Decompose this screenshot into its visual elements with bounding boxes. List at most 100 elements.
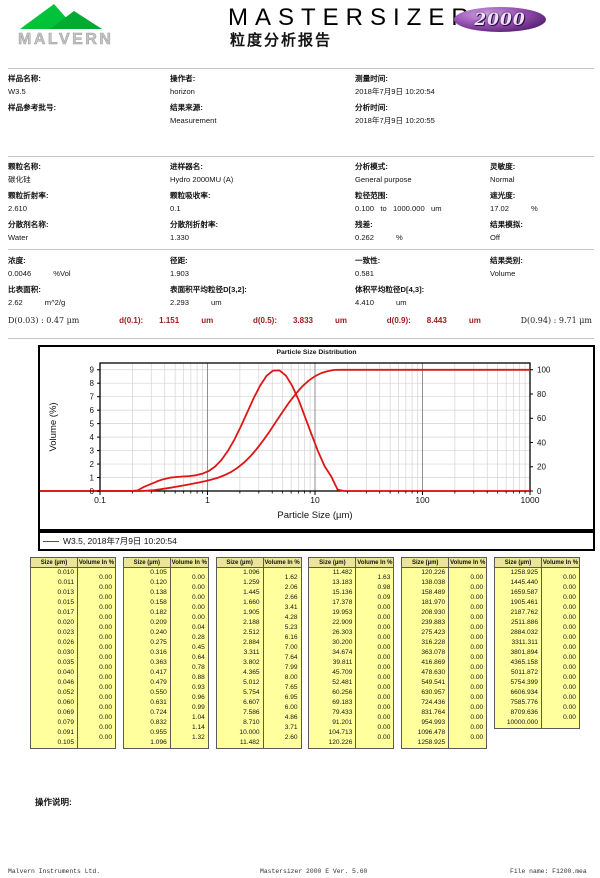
table-header-row: Size (µm) Volume In % xyxy=(309,558,394,568)
axis-tick-label: 4 xyxy=(90,433,95,442)
volume-cell: 0.00 xyxy=(563,634,576,641)
field-cell: 粒径范围: 0.100 to 1000.000 um xyxy=(355,191,490,213)
size-cell: 275.423 xyxy=(421,629,446,636)
size-column-header: Size (µm) xyxy=(217,558,264,567)
volume-cell: 0.04 xyxy=(191,624,205,631)
volume-cell: 0.00 xyxy=(99,684,112,691)
field-value: Off xyxy=(490,233,500,242)
size-table: Size (µm) Volume In % 0.010 0.011 0.013 0.015… xyxy=(30,557,116,749)
field-label: 分析时间: xyxy=(355,103,388,112)
size-cell: 138.038 xyxy=(421,579,446,586)
field-label: 结果模拟: xyxy=(490,220,523,229)
axis-tick-label: 0.1 xyxy=(94,495,106,505)
volume-cell: 0.00 xyxy=(470,734,484,741)
size-column: 1258.925 1445.440 1659.587 1905.461 2187.762… xyxy=(495,568,542,728)
size-cell: 239.883 xyxy=(421,619,446,626)
size-cell: 3.802 xyxy=(243,659,260,666)
d-value: 3.833 xyxy=(292,316,314,325)
size-table: Size (µm) Volume In % 0.105 0.120 0.138 0.158… xyxy=(122,557,209,749)
size-cell: 10000.000 xyxy=(506,719,538,726)
divider xyxy=(8,338,594,339)
field-cell: 样品名称: W3.5 xyxy=(8,74,170,96)
chart-legend: W3.5, 2018年7月9日 10:20:54 xyxy=(38,531,595,551)
volume-cell: 0.00 xyxy=(377,724,391,731)
field-row: 样品参考批号: 结果来源: Measurement 分析时间: 2018年7月9日 1… xyxy=(8,103,594,125)
malvern-logo-icon: MALVERN xyxy=(18,4,111,48)
size-cell: 2187.762 xyxy=(510,609,538,616)
size-cell: 34.674 xyxy=(332,649,353,656)
field-cell: 测量时间: 2018年7月9日 10:20:54 xyxy=(355,74,490,96)
field-unit: um xyxy=(396,298,407,307)
footer-line: Mastersizer 2000 E Ver. 5.60 xyxy=(260,867,368,875)
volume-cell: 2.06 xyxy=(284,584,298,591)
size-tables-section: Size (µm) Volume In % 0.010 0.011 0.013 0.015… xyxy=(30,557,580,749)
size-cell: 0.010 xyxy=(57,569,74,576)
size-cell: 831.764 xyxy=(421,709,446,716)
size-cell: 1.445 xyxy=(243,589,260,596)
volume-cell: 1.04 xyxy=(191,714,205,721)
size-cell: 0.209 xyxy=(150,619,167,626)
field-value: 1.903 xyxy=(170,269,190,278)
field-value: 0.581 xyxy=(355,269,375,278)
size-cell: 5011.872 xyxy=(510,669,538,676)
field-cell: 颗粒吸收率: 0.1 xyxy=(170,191,355,213)
size-cell: 79.433 xyxy=(332,709,353,716)
d-value: 8.443 xyxy=(426,316,447,325)
field-label: 颗粒折射率: xyxy=(8,191,49,200)
volume-cell: 0.00 xyxy=(470,694,484,701)
size-table: Size (µm) Volume In % 1258.925 1445.440 1659… xyxy=(493,557,580,729)
size-column: 1.096 1.259 1.445 1.660 1.905 2.188 2.512 2.884… xyxy=(217,568,264,748)
volume-cell: 0.00 xyxy=(99,574,112,581)
volume-column: 0.00 0.00 0.00 0.00 0.00 0.00 0.00 0.00 0.00 0.00… xyxy=(542,568,579,728)
logo-mountain2-icon xyxy=(50,11,102,29)
volume-cell: 1.14 xyxy=(191,724,205,731)
field-value: Volume xyxy=(490,269,516,278)
field-label: 遮光度: xyxy=(490,191,516,200)
size-cell: 13.183 xyxy=(332,579,353,586)
size-cell: 1.259 xyxy=(243,579,260,586)
table-body: 11.482 13.183 15.136 17.378 19.953 22.909 26.3… xyxy=(309,568,393,748)
axis-tick-label: 1 xyxy=(205,495,210,505)
size-column: 11.482 13.183 15.136 17.378 19.953 22.909 26.3… xyxy=(309,568,357,748)
size-cell: 0.240 xyxy=(150,629,167,636)
volume-cell: 0.00 xyxy=(99,694,112,701)
size-cell: 0.832 xyxy=(150,719,167,726)
size-cell: 1258.925 xyxy=(417,739,446,746)
volume-cell: 0.00 xyxy=(99,604,112,611)
field-row: 分散剂名称: Water 分散剂折射率: 1.330 残差: 0.262% 结果模拟: Off xyxy=(8,220,594,242)
volume-cell: 0.00 xyxy=(470,584,484,591)
size-column-header: Size (µm) xyxy=(402,558,450,567)
field-cell: 操作者: horizon xyxy=(170,74,355,96)
volume-cell: 0.00 xyxy=(191,604,205,611)
field-cell xyxy=(490,74,594,96)
d-percentile-0: d(0.1): 1.151 um xyxy=(119,316,213,325)
size-cell: 0.417 xyxy=(150,669,167,676)
footer-line: File name: F1200.mea xyxy=(510,867,587,875)
d003-value: D(0.03) : 0.47 μm xyxy=(8,316,80,325)
table-header-row: Size (µm) Volume In % xyxy=(123,558,208,568)
field-cell: 一致性: 0.581 xyxy=(355,256,490,278)
volume-cell: 0.09 xyxy=(377,594,391,601)
size-cell: 5.754 xyxy=(243,689,260,696)
volume-column: 1.62 2.06 2.66 3.41 4.28 5.23 6.16 7.00 7.64 7.99… xyxy=(264,568,301,748)
volume-cell: 0.00 xyxy=(191,594,205,601)
axis-tick-label: 9 xyxy=(90,366,95,375)
volume-cell: 0.00 xyxy=(377,604,391,611)
volume-cell: 0.00 xyxy=(563,664,576,671)
size-cell: 2511.886 xyxy=(510,619,538,626)
volume-cell: 7.99 xyxy=(284,664,298,671)
volume-cell: 0.00 xyxy=(470,664,484,671)
axis-tick-label: 0 xyxy=(537,487,542,496)
size-column: 120.226 138.038 158.489 181.970 208.930 239.8… xyxy=(402,568,450,748)
field-cell: 分散剂名称: Water xyxy=(8,220,170,242)
volume-cell: 0.00 xyxy=(99,644,112,651)
volume-cell: 0.00 xyxy=(563,674,576,681)
field-cell: 结果类别: Volume xyxy=(490,256,594,278)
field-label: 样品名称: xyxy=(8,74,41,83)
volume-cell: 5.23 xyxy=(284,624,298,631)
field-label: 分散剂名称: xyxy=(8,220,49,229)
axis-tick-label: 8 xyxy=(90,379,95,388)
field-value: 0.0046 %Vol xyxy=(8,269,71,278)
size-cell: 0.040 xyxy=(57,669,74,676)
